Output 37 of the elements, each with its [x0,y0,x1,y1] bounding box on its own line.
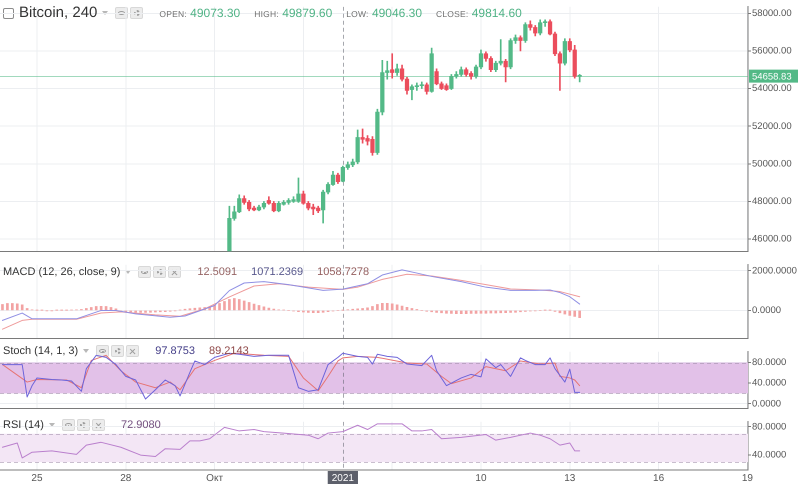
y-tick-label: 40.0000 [752,450,786,461]
annotation: OPEN: 49073.30 [159,6,240,20]
x-tick-label: 25 [31,472,43,484]
annotation: CLOSE: 49814.60 [436,6,522,20]
y-tick-label: 56000.00 [752,46,792,57]
y-tick-label: 52000.00 [752,120,792,132]
annotation: 12.5091 [197,266,238,278]
annotation: HIGH: 49879.60 [254,6,332,20]
annotation: 1058.7278 [317,266,370,278]
x-tick-label: 10 [475,472,487,484]
chart-title: Stoch (14, 1, 3) [3,345,78,358]
x-tick-label: 19 [742,472,754,484]
ref-line-label: 54658.83 [752,71,792,82]
annotation: 1071.2369 [251,266,304,278]
x-tick-label: 28 [120,472,132,484]
y-tick-label: 54000.00 [752,83,792,94]
y-tick-label: 58000.00 [752,8,792,19]
x-tick-label: 13 [564,472,576,484]
x-tick-label: Окт [206,472,224,484]
y-tick-label: 48000.00 [752,196,792,208]
y-tick-label: 46000.00 [752,234,792,245]
annotation: 72.9080 [120,419,161,431]
y-tick-label: 40.0000 [752,378,786,389]
annotation: 97.8753 [155,345,195,357]
y-tick-label: 0.0000 [752,398,782,410]
annotation: 89.2143 [208,345,249,357]
y-tick-label: 0.0000 [752,305,782,316]
annotation: LOW: 49046.30 [346,6,422,20]
y-tick-label: 50000.00 [752,158,792,170]
chart-title: Bitcoin, 240 [19,4,98,22]
chart-title: MACD (12, 26, close, 9) [3,266,120,278]
chart-title: RSI (14) [3,419,44,432]
x-tick-label: 16 [653,472,665,484]
ref-line-label: 2021 [332,472,354,484]
y-tick-label: 2000.0000 [752,265,797,276]
y-tick-label: 80.0000 [752,357,786,368]
y-tick-label: 80.0000 [752,421,786,432]
